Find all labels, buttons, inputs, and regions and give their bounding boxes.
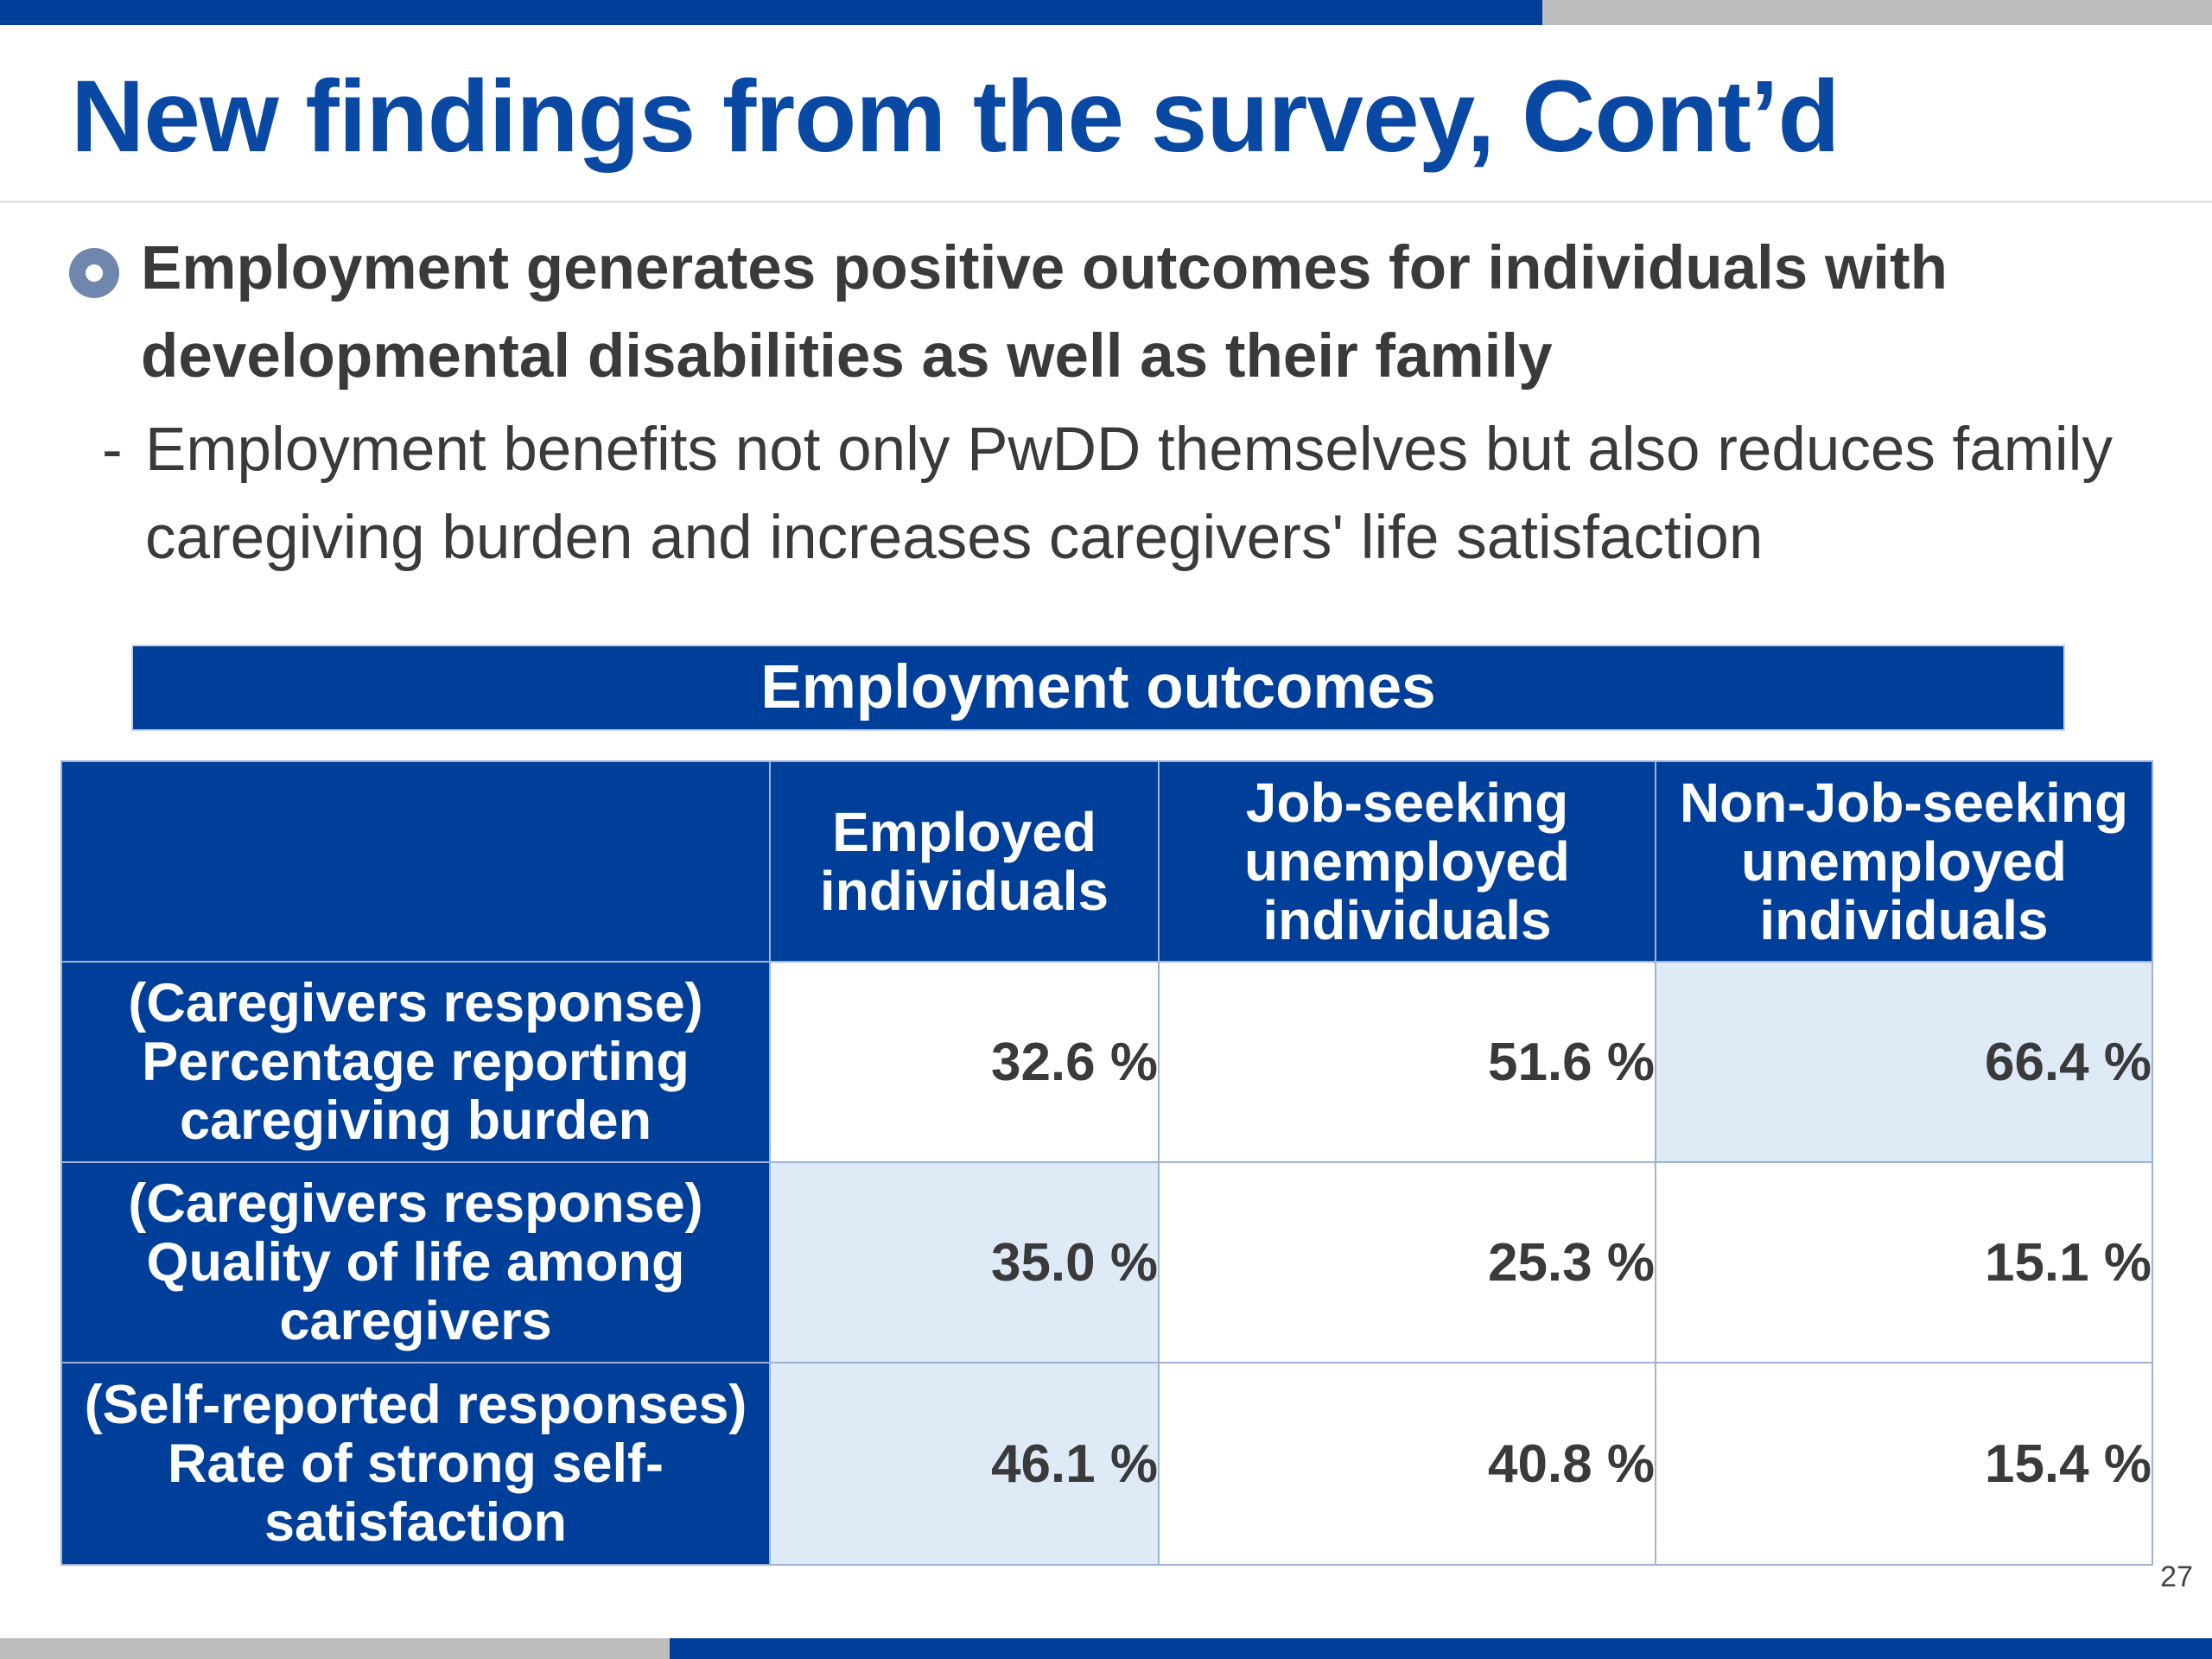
employment-outcomes-table: Employed individuals Job-seeking unemplo… — [60, 760, 2153, 1566]
table-row: (Caregivers response) Quality of life am… — [60, 1161, 2153, 1363]
table-cell: 40.8 % — [1158, 1362, 1656, 1566]
table-cell-highlight: 35.0 % — [769, 1161, 1160, 1363]
title-divider — [0, 200, 2212, 203]
top-accent-bar-blue — [0, 0, 1542, 25]
row-header: (Self-reported responses) Rate of strong… — [60, 1362, 771, 1566]
table-cell-highlight: 66.4 % — [1655, 961, 2153, 1163]
table-cell: 15.4 % — [1655, 1362, 2153, 1566]
row-header-measure: Percentage reporting caregiving burden — [142, 1032, 690, 1151]
row-header-measure: Rate of strong self-satisfaction — [167, 1433, 664, 1553]
bottom-accent-bar-gray — [0, 1638, 670, 1659]
table-row: (Self-reported responses) Rate of strong… — [60, 1362, 2153, 1566]
table-cell: 15.1 % — [1655, 1161, 2153, 1363]
sub-bullet-text: Employment benefits not only PwDD themse… — [145, 416, 2113, 572]
slide-title: New findings from the survey, Cont’d — [71, 60, 1840, 174]
table-cell: 25.3 % — [1158, 1161, 1656, 1363]
table-header-row: Employed individuals Job-seeking unemplo… — [60, 760, 2153, 963]
row-header-source: (Caregivers response) — [128, 973, 703, 1033]
row-header-measure: Quality of life among caregivers — [146, 1232, 685, 1351]
row-header-source: (Self-reported responses) — [84, 1375, 747, 1435]
table-cell: 32.6 % — [769, 961, 1160, 1163]
table-row: (Caregivers response) Percentage reporti… — [60, 961, 2153, 1163]
table-caption: Employment outcomes — [131, 645, 2065, 731]
sub-bullet-dash: - — [102, 416, 123, 484]
row-header-source: (Caregivers response) — [128, 1173, 703, 1234]
row-header: (Caregivers response) Percentage reporti… — [60, 961, 771, 1163]
page-number: 27 — [2160, 1560, 2193, 1593]
column-header: Employed individuals — [769, 760, 1160, 963]
column-header: Job-seeking unemployed individuals — [1158, 760, 1656, 963]
table-cell: 51.6 % — [1158, 961, 1656, 1163]
bullet-circle-icon — [69, 248, 119, 298]
column-header: Non-Job-seeking unemployed individuals — [1655, 760, 2153, 963]
row-header: (Caregivers response) Quality of life am… — [60, 1161, 771, 1363]
table-corner-cell — [60, 760, 771, 963]
top-accent-bar-gray — [1542, 0, 2212, 25]
bullet-text: Employment generates positive outcomes f… — [141, 234, 1948, 391]
table-cell-highlight: 46.1 % — [769, 1362, 1160, 1566]
bottom-accent-bar-blue — [670, 1638, 2212, 1659]
